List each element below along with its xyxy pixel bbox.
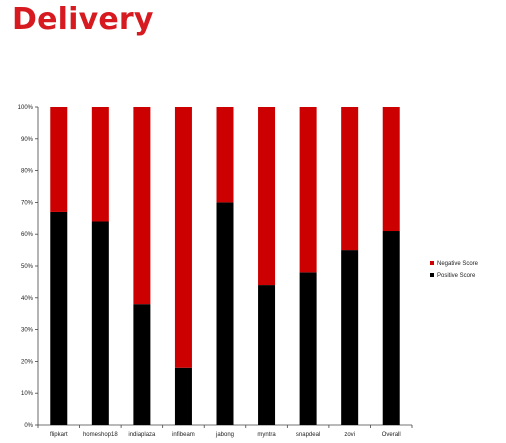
bar-negative-score <box>258 107 276 286</box>
x-tick-label: homeshop18 <box>83 432 118 438</box>
bar-positive-score <box>133 304 151 425</box>
bar-negative-score <box>91 107 109 222</box>
y-tick-label: 20% <box>21 359 34 365</box>
legend-swatch <box>430 273 434 277</box>
legend-label: Negative Score <box>437 261 479 267</box>
bar-negative-score <box>299 107 317 273</box>
x-tick-label: indiaplaza <box>128 432 156 438</box>
y-tick-label: 90% <box>21 137 34 143</box>
x-tick-label: infibeam <box>172 432 195 438</box>
y-tick-label: 80% <box>21 169 34 175</box>
bar-negative-score <box>133 107 151 305</box>
y-tick-label: 10% <box>21 391 34 397</box>
legend-label: Positive Score <box>437 273 476 279</box>
bar-positive-score <box>216 202 234 425</box>
y-tick-label: 50% <box>21 264 34 270</box>
bar-positive-score <box>299 272 317 425</box>
bar-positive-score <box>382 231 400 425</box>
x-tick-label: zovi <box>344 432 355 438</box>
bar-positive-score <box>258 285 276 425</box>
y-tick-label: 60% <box>21 232 34 238</box>
y-tick-label: 70% <box>21 200 34 206</box>
bar-negative-score <box>382 107 400 232</box>
y-tick-label: 0% <box>24 423 33 429</box>
x-tick-label: flipkart <box>50 432 68 438</box>
y-tick-label: 30% <box>21 328 34 334</box>
bar-positive-score <box>50 211 68 425</box>
bar-positive-score <box>174 367 192 425</box>
bar-positive-score <box>91 221 109 425</box>
bar-negative-score <box>341 107 359 251</box>
bar-negative-score <box>50 107 68 212</box>
y-tick-label: 100% <box>18 105 34 111</box>
x-tick-label: snapdeal <box>296 432 320 438</box>
bar-negative-score <box>174 107 192 368</box>
x-tick-label: Overall <box>382 432 401 438</box>
bar-negative-score <box>216 107 234 203</box>
x-tick-label: jabong <box>215 432 234 438</box>
slide-title: Delivery <box>12 2 154 37</box>
x-tick-label: myntra <box>257 432 276 438</box>
bar-positive-score <box>341 250 359 425</box>
y-tick-label: 40% <box>21 296 34 302</box>
legend-swatch <box>430 261 434 265</box>
